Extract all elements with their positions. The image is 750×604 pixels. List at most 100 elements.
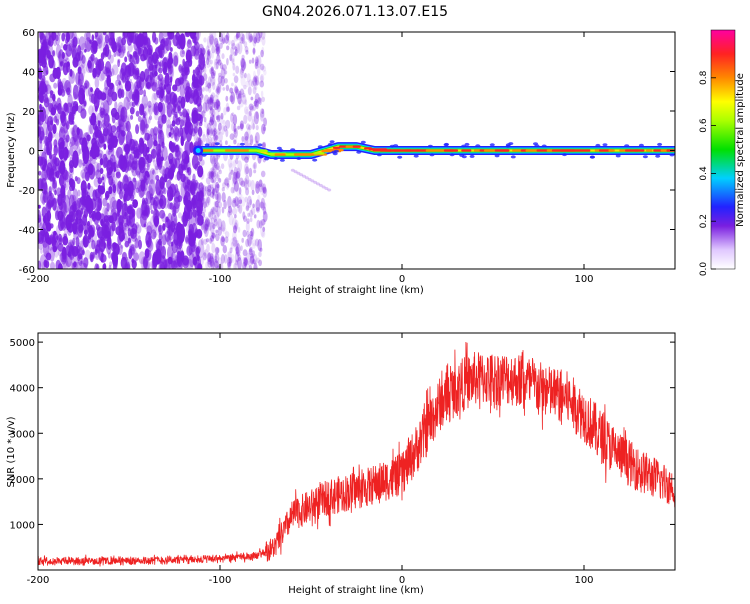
spectrogram-noise-mark xyxy=(72,33,76,43)
spectrogram-noise-mark xyxy=(206,49,211,58)
spectrogram-noise-mark xyxy=(124,204,127,211)
spectrogram-noise-mark xyxy=(237,257,242,269)
spectrogram-noise-mark xyxy=(185,47,191,61)
spectrogram-noise-mark xyxy=(76,177,81,185)
spectrogram-noise-mark xyxy=(180,215,187,223)
spectrogram-noise-mark xyxy=(128,248,133,260)
spectrogram-noise-mark xyxy=(225,106,230,113)
spectrogram-noise-mark xyxy=(255,100,259,110)
spectrogram-noise-mark xyxy=(188,202,193,210)
spectrogram-noise-mark xyxy=(204,85,209,92)
spectrogram-noise-mark xyxy=(205,261,209,269)
spectrogram-noise-mark xyxy=(193,40,200,56)
spectrogram-noise-mark xyxy=(234,214,237,219)
spectrogram-noise-mark xyxy=(137,235,141,242)
spectrogram-noise-mark xyxy=(197,232,202,238)
spectrogram-noise-mark xyxy=(184,185,190,193)
spectrogram-noise-mark xyxy=(150,196,156,206)
spectrogram-noise-mark xyxy=(56,187,62,198)
snr-plot-area xyxy=(38,333,675,570)
spectrogram-noise-mark xyxy=(42,54,48,63)
spectrogram-noise-mark xyxy=(65,253,73,268)
spectrogram-noise-mark xyxy=(86,134,91,142)
spectrogram-noise-mark xyxy=(80,262,88,269)
spectrogram-noise-mark xyxy=(222,87,226,91)
spectrogram-noise-mark xyxy=(229,54,233,62)
spectrogram-noise-mark xyxy=(114,210,117,216)
spectrogram-noise-mark xyxy=(242,256,246,265)
spectrogram-noise-mark xyxy=(216,247,220,254)
spectrogram-noise-mark xyxy=(210,170,214,180)
spectrogram-noise-mark xyxy=(95,169,101,180)
spectrogram-noise-mark xyxy=(40,148,47,161)
spectrogram-noise-mark xyxy=(137,142,142,153)
spectrogram-noise-mark xyxy=(148,44,153,56)
spectrogram-noise-mark xyxy=(234,239,239,252)
spectrogram-noise-mark xyxy=(192,69,196,75)
spectrogram-noise-mark xyxy=(49,73,56,83)
spectrogram-noise-mark xyxy=(213,214,217,223)
spectrogram-noise-mark xyxy=(116,36,122,46)
spectrogram-noise-mark xyxy=(103,143,107,150)
spectrogram-noise-mark xyxy=(171,239,178,254)
spectrogram-noise-mark xyxy=(212,206,216,215)
spectrogram-noise-mark xyxy=(244,179,250,191)
spectrogram-noise-mark xyxy=(202,252,207,261)
spectrogram-noise-mark xyxy=(236,204,241,212)
spectrogram-noise-mark xyxy=(143,35,149,46)
spectrogram-noise-mark xyxy=(104,128,107,133)
spectrogram-noise-mark xyxy=(217,104,221,113)
spectrogram-noise-mark xyxy=(224,177,230,187)
snr-y-ticks: 1000 2000 3000 4000 5000 xyxy=(10,338,675,531)
spectrogram-noise-mark xyxy=(220,75,225,87)
spectrogram-noise-mark xyxy=(143,187,148,196)
spectrogram-noise-mark xyxy=(81,54,86,64)
spectrogram-noise-mark xyxy=(84,79,88,88)
spectrogram-noise-mark xyxy=(213,201,217,207)
snr-x-label: Height of straight line (km) xyxy=(288,585,424,596)
spectrogram-noise-mark xyxy=(90,87,93,93)
spectrogram-noise-mark xyxy=(41,233,49,248)
spectrogram-noise-mark xyxy=(230,113,234,123)
spectrogram-noise-mark xyxy=(118,243,123,256)
spectrogram-noise-mark xyxy=(216,127,221,135)
spectrogram-noise-mark xyxy=(262,226,266,232)
spectrogram-noise-mark xyxy=(140,256,148,269)
spectrogram-noise-mark xyxy=(228,256,233,264)
spectrogram-noise-mark xyxy=(244,72,247,79)
spectrogram-noise-mark xyxy=(138,177,146,197)
spectrogram-noise-mark xyxy=(210,210,214,217)
spectrogram-noise-mark xyxy=(160,38,166,51)
spectrogram-noise-mark xyxy=(94,77,100,89)
spectrogram-noise-mark xyxy=(50,231,57,246)
spectrogram-noise-mark xyxy=(230,241,234,250)
spectrogram-noise-mark xyxy=(91,34,95,42)
spectrogram-noise-mark xyxy=(260,223,265,237)
spectrogram-noise-mark xyxy=(249,199,252,206)
spectrogram-noise-mark xyxy=(96,32,103,45)
spectrogram-noise-mark xyxy=(100,52,105,60)
spectrogram-noise-mark xyxy=(238,193,243,199)
y-tick-label: 3000 xyxy=(10,429,35,440)
spectrogram-noise-mark xyxy=(213,61,219,70)
spectrogram-noise-mark xyxy=(133,234,137,242)
spectrogram-noise-mark xyxy=(204,216,208,223)
spectrogram-noise-mark xyxy=(121,227,127,236)
spectrogram-noise-mark xyxy=(201,198,206,205)
spectrogram-noise-mark xyxy=(253,262,258,269)
spectrogram-noise-mark xyxy=(211,186,215,195)
spectrogram-noise-mark xyxy=(212,81,216,91)
spectrogram-noise-mark xyxy=(141,116,148,135)
spectrogram-noise-mark xyxy=(58,49,64,65)
spectrogram-noise-mark xyxy=(254,57,260,69)
spectrogram-noise-mark xyxy=(62,135,66,140)
spectrogram-tone-edge xyxy=(258,155,264,159)
spectrogram-noise-mark xyxy=(186,108,190,117)
spectrogram-noise-mark xyxy=(121,44,126,56)
spectrogram-noise-mark xyxy=(218,169,222,175)
spectrogram-noise-mark xyxy=(106,114,111,123)
spectrogram-noise-mark xyxy=(259,247,263,252)
spectrogram-noise-mark xyxy=(215,174,220,182)
spectrogram-noise-mark xyxy=(215,99,220,109)
spectrogram-noise-mark xyxy=(95,224,101,231)
